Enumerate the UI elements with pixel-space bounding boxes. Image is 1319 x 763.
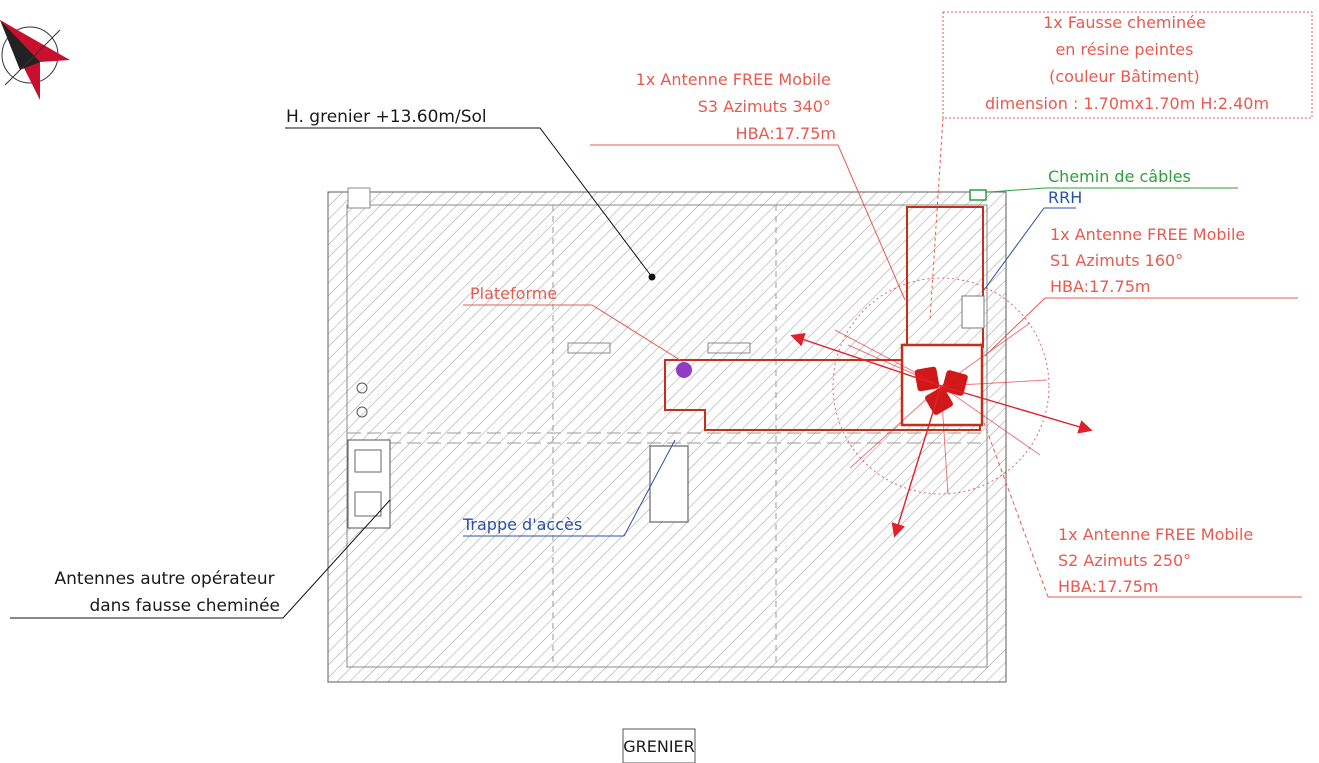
chimney-line-4: dimension : 1.70mx1.70m H:2.40m [985, 94, 1269, 113]
chimney-annotation-frame [942, 11, 1313, 119]
access-hatch [649, 445, 689, 523]
cable-tray-marker [969, 189, 987, 201]
platform-label: Plateforme [470, 284, 557, 303]
s1-line-1: 1x Antenne FREE Mobile [1050, 225, 1245, 244]
hatch-label: Trappe d'accès [462, 515, 582, 534]
other-operator-line-2: dans fausse cheminée [89, 596, 280, 616]
room-label-box [622, 728, 696, 763]
s1-line-3: HBA:17.75m [1050, 277, 1150, 296]
s2-line-3: HBA:17.75m [1058, 577, 1158, 596]
chimney-label: 1x Fausse cheminée en résine peintes (co… [985, 13, 1269, 113]
s1-line-2: S1 Azimuts 160° [1050, 251, 1183, 270]
height-label: H. grenier +13.60m/Sol [286, 107, 487, 127]
s3-line-2: S3 Azimuts 340° [698, 97, 831, 116]
cable-tray-label: Chemin de câbles [1048, 167, 1191, 186]
s3-label: 1x Antenne FREE Mobile S3 Azimuts 340° H… [636, 70, 836, 143]
chimney-line-1: 1x Fausse cheminée [1043, 13, 1206, 32]
s2-line-1: 1x Antenne FREE Mobile [1058, 525, 1253, 544]
rrh-box [961, 295, 985, 329]
chimney-line-3: (couleur Bâtiment) [1049, 67, 1200, 86]
other-operator-label: Antennes autre opérateur dans fausse che… [55, 569, 281, 616]
s3-line-1: 1x Antenne FREE Mobile [636, 70, 831, 89]
s1-label: 1x Antenne FREE Mobile S1 Azimuts 160° H… [1050, 225, 1250, 296]
north-arrow-icon [0, 20, 70, 100]
other-operator-line-1: Antennes autre opérateur [55, 569, 275, 589]
leader-lines [10, 117, 1302, 619]
other-operator-chimney [347, 382, 391, 529]
azimuth-fans [790, 277, 1093, 538]
rrh-label: RRH [1048, 188, 1082, 207]
s2-label: 1x Antenne FREE Mobile S2 Azimuts 250° H… [1058, 525, 1258, 596]
room-label: GRENIER [623, 737, 695, 756]
s3-line-3: HBA:17.75m [736, 124, 836, 143]
building-footprint [327, 187, 1007, 683]
s2-line-2: S2 Azimuts 250° [1058, 551, 1191, 570]
chimney-line-2: en résine peintes [1055, 40, 1193, 59]
